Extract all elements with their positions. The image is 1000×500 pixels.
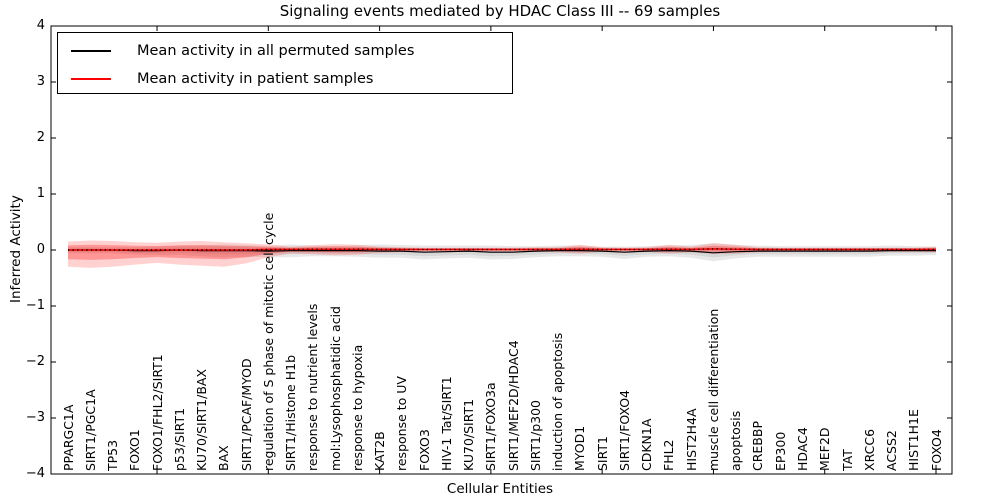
legend-item-permuted: Mean activity in all permuted samples <box>58 38 414 64</box>
y-tick-label: −4 <box>25 466 45 481</box>
x-tick-label: FOXO1/FHL2/SIRT1 <box>149 354 165 471</box>
y-tick-label: 0 <box>36 242 45 257</box>
x-tick-label: FOXO3 <box>416 429 432 471</box>
x-tick-label: SIRT1/MEF2D/HDAC4 <box>505 340 521 471</box>
x-tick-label: HIST1H1E <box>906 409 922 471</box>
x-tick-label: HDAC4 <box>795 427 810 471</box>
x-tick-label: SIRT1 <box>594 436 610 471</box>
x-tick-label: TP53 <box>105 439 120 471</box>
x-tick-label: SIRT1/FOXO4 <box>616 390 632 471</box>
x-tick-label: CDKN1A <box>639 418 655 471</box>
x-tick-label: KU70/SIRT1/BAX <box>194 368 209 471</box>
x-tick-label: regulation of S phase of mitotic cell cy… <box>260 212 276 471</box>
x-tick-label: SIRT1/p300 <box>527 400 543 471</box>
chart-title: Signaling events mediated by HDAC Class … <box>279 2 721 20</box>
x-tick-label: XRCC6 <box>861 428 877 471</box>
x-tick-label: apoptosis <box>728 410 744 471</box>
x-axis-label: Cellular Entities <box>446 481 554 497</box>
y-tick-label: −3 <box>25 410 45 425</box>
x-tick-label: HIV-1 Tat/SIRT1 <box>438 376 454 471</box>
x-tick-label: SIRT1/PGC1A <box>82 389 98 471</box>
x-tick-label: BAX <box>216 445 232 471</box>
x-tick-label: response to nutrient levels <box>305 303 321 471</box>
x-tick-label: response to UV <box>394 376 410 471</box>
x-tick-label: KU70/SIRT1 <box>461 398 477 471</box>
x-tick-label: EP300 <box>772 431 788 471</box>
x-tick-label: FHL2 <box>661 439 677 471</box>
confidence-band <box>68 240 936 268</box>
y-tick-label: 4 <box>36 18 45 33</box>
x-tick-label: TAT <box>839 449 855 471</box>
y-tick-label: −1 <box>25 298 45 313</box>
x-tick-label: response to hypoxia <box>349 344 365 471</box>
y-tick-label: 1 <box>36 186 45 201</box>
x-tick-label: MEF2D <box>817 427 833 471</box>
permuted-line-swatch-icon <box>71 50 111 52</box>
legend-label-patient: Mean activity in patient samples <box>137 71 374 87</box>
x-tick-label: MYOD1 <box>572 425 588 471</box>
patient-mean-dotted-overlay <box>68 248 936 251</box>
legend-item-patient: Mean activity in patient samples <box>58 66 373 92</box>
x-tick-label: ACSS2 <box>884 430 899 471</box>
x-tick-label: SIRT1/FOXO3a <box>483 382 499 471</box>
x-tick-label: mol:Lysophosphatidic acid <box>327 306 343 471</box>
y-tick-label: 2 <box>36 130 45 145</box>
x-tick-label: muscle cell differentiation <box>705 308 721 471</box>
patient-line-swatch-icon <box>71 78 111 80</box>
x-tick-label: FOXO1 <box>127 429 143 471</box>
x-tick-label: CREBBP <box>750 421 766 471</box>
legend-label-permuted: Mean activity in all permuted samples <box>137 43 415 59</box>
x-tick-label: PPARGC1A <box>60 404 76 471</box>
x-tick-label: FOXO4 <box>928 429 944 471</box>
x-tick-label: KAT2B <box>372 431 388 471</box>
x-tick-label: SIRT1/PCAF/MYOD <box>238 358 254 471</box>
x-tick-label: induction of apoptosis <box>550 332 566 471</box>
x-tick-label: SIRT1/Histone H1b <box>283 354 299 471</box>
y-tick-label: 3 <box>36 74 45 89</box>
y-tick-label: −2 <box>25 354 45 369</box>
legend: Mean activity in all permuted samples Me… <box>57 32 513 94</box>
x-tick-label: HIST2H4A <box>683 408 699 471</box>
x-tick-label: p53/SIRT1 <box>171 407 187 471</box>
